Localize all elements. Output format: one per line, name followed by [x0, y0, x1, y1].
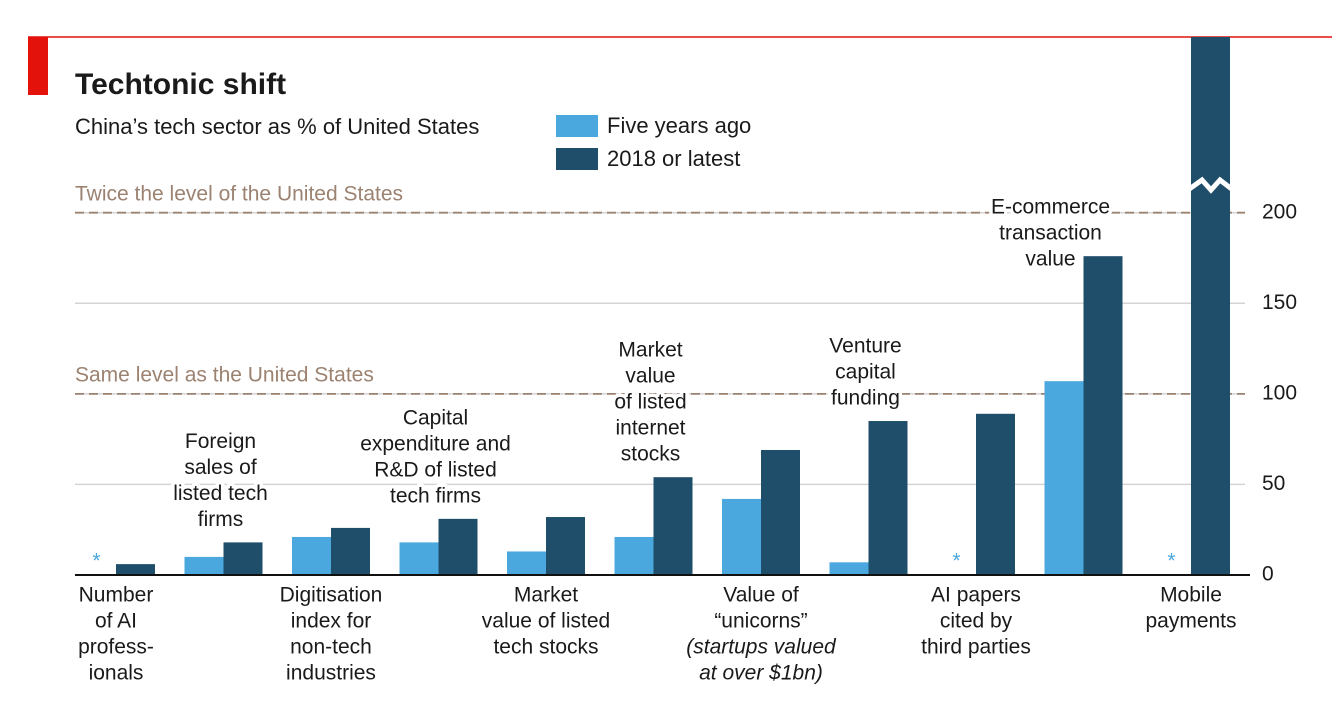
bar	[722, 498, 761, 575]
x-tick-label: E-commerce	[991, 196, 1110, 219]
legend-label: Five years ago	[607, 113, 751, 138]
bar	[507, 551, 546, 575]
chart-title: Techtonic shift	[75, 68, 286, 101]
x-tick-label: (startups valued	[686, 636, 837, 659]
bar	[184, 556, 224, 575]
x-tick-label: Value of	[723, 584, 799, 607]
x-tick-label: of listed	[614, 391, 686, 414]
reference-label: Twice the level of the United States	[75, 182, 403, 205]
bar	[1044, 381, 1084, 575]
x-tick-label: R&D of listed	[374, 458, 497, 481]
missing-marker: *	[952, 550, 960, 573]
bar	[868, 421, 908, 575]
x-tick-label: ionals	[89, 662, 144, 685]
x-tick-label: non-tech	[290, 636, 372, 659]
x-tick-label: payments	[1145, 610, 1236, 633]
x-tick-label: at over $1bn)	[699, 662, 823, 685]
x-tick-label: Market	[514, 584, 578, 607]
x-tick-label: industries	[286, 662, 376, 685]
x-tick-label: index for	[291, 610, 372, 633]
bar	[116, 564, 155, 575]
legend-label: 2018 or latest	[607, 146, 740, 171]
bar	[829, 562, 869, 575]
reference-label: Same level as the United States	[75, 363, 374, 386]
x-tick-label: tech firms	[390, 484, 481, 507]
y-tick-label: 200	[1262, 200, 1297, 223]
x-tick-label: expenditure and	[360, 432, 511, 455]
bar	[292, 536, 331, 575]
y-tick-label: 50	[1262, 472, 1285, 495]
x-tick-label: internet	[615, 417, 685, 440]
x-tick-label: Venture	[829, 335, 901, 358]
bar	[1191, 37, 1230, 575]
bar	[976, 413, 1015, 575]
legend-swatch	[556, 148, 598, 170]
x-tick-label: Market	[618, 339, 682, 362]
x-tick-label: value	[1025, 248, 1075, 271]
x-tick-label: tech stocks	[493, 636, 598, 659]
axis-break	[1186, 176, 1235, 194]
x-tick-label: sales of	[184, 456, 257, 479]
x-tick-label: of AI	[95, 610, 137, 633]
x-tick-label: listed tech	[173, 482, 268, 505]
x-tick-label: value of listed	[482, 610, 610, 633]
x-tick-label: Mobile	[1160, 584, 1222, 607]
bars	[116, 37, 1230, 575]
x-tick-label: transaction	[999, 222, 1102, 245]
x-tick-label: third parties	[921, 636, 1031, 659]
x-tick-label: firms	[198, 508, 244, 531]
bar	[223, 542, 263, 575]
y-tick-label: 0	[1262, 563, 1274, 586]
x-tick-label: profess-	[78, 636, 154, 659]
y-tick-label: 100	[1262, 381, 1297, 404]
chart-subtitle: China’s tech sector as % of United State…	[75, 114, 479, 139]
bar	[331, 527, 370, 575]
header-tag	[28, 37, 48, 95]
x-tick-label: Foreign	[185, 430, 256, 453]
bar	[546, 517, 585, 575]
legend-swatch	[556, 115, 598, 137]
x-tick-label: Digitisation	[280, 584, 383, 607]
bar	[761, 450, 800, 575]
x-tick-label: Capital	[403, 406, 468, 429]
y-tick-label: 150	[1262, 291, 1297, 314]
missing-marker: *	[1167, 550, 1175, 573]
x-tick-label: value	[625, 365, 675, 388]
x-tick-label: AI papers	[931, 584, 1021, 607]
bar	[438, 518, 478, 575]
x-tick-label: Number	[79, 584, 154, 607]
x-tick-label: funding	[831, 387, 900, 410]
x-tick-label: capital	[835, 361, 896, 384]
missing-marker: *	[92, 550, 100, 573]
bar	[614, 536, 654, 575]
x-tick-label: “unicorns”	[714, 610, 807, 633]
bar	[1083, 256, 1123, 575]
bar	[399, 542, 439, 575]
x-tick-label: cited by	[940, 610, 1013, 633]
bar	[653, 477, 693, 575]
x-tick-label: stocks	[621, 443, 681, 466]
